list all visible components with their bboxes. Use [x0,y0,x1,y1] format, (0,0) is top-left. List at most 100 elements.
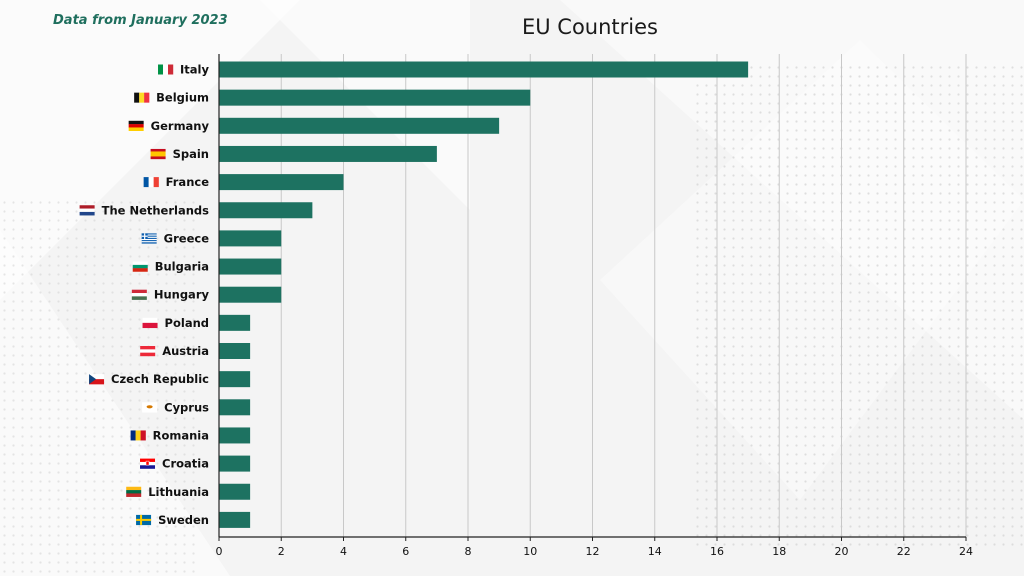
category-label: The Netherlands [102,203,210,217]
bar [219,230,282,247]
bar [219,286,282,303]
flag-stripe [128,120,144,125]
flag-stripe [140,346,156,350]
cyprus-flag-icon [142,402,158,413]
flag-stripe [131,289,147,294]
flag-stripe [79,205,95,209]
bar [219,202,313,219]
flag-stripe [142,322,158,329]
x-tick-label: 22 [897,545,911,558]
flag-stripe [89,379,105,385]
x-tick-label: 8 [465,545,472,558]
x-tick-label: 16 [710,545,724,558]
category-label: Spain [173,147,209,161]
bar [219,258,282,275]
flag-triangle [89,374,97,385]
x-tick-label: 24 [959,545,973,558]
bar [219,314,251,331]
romania-flag-icon [130,430,146,441]
category-label: Germany [151,119,210,133]
flag-stripe [141,234,157,236]
flag-stripe [126,493,142,497]
category-label: Czech Republic [111,372,209,386]
flag-emblem [146,405,153,409]
flag-stripe [131,293,147,297]
flag-stripe [141,240,157,242]
flag-stripe [128,124,144,128]
flag-stripe [141,235,157,237]
spain-flag-icon [150,148,166,160]
x-tick-label: 20 [835,545,849,558]
flag-stripe [126,486,142,491]
bulgaria-flag-icon [132,261,148,272]
flag-stripe [153,177,159,188]
france-flag-icon [143,177,159,188]
croatia-flag-icon [140,458,156,469]
flag-stripe [132,264,148,269]
flag-stripe [140,458,156,463]
category-label: Lithuania [148,485,209,499]
category-label: Poland [165,316,209,330]
germany-flag-icon [128,120,144,131]
x-tick-label: 0 [216,545,223,558]
x-tick-label: 4 [340,545,347,558]
category-label: Belgium [156,91,209,105]
flag-stripe [79,211,95,216]
flag-stripe [134,92,140,103]
lithuania-flag-icon [126,486,142,497]
bar [219,455,251,472]
flag-cross [136,518,152,521]
category-label: Cyprus [164,400,209,414]
bar [219,399,251,416]
flag-cross [141,235,148,237]
austria-flag-icon [140,346,156,357]
italy-flag-icon [158,64,174,75]
flag-stripe [131,296,147,300]
flag-stripe [141,236,157,239]
flag-emblem [145,460,150,466]
bar [219,89,531,106]
flag-stripe [140,465,156,469]
flag-stripe [143,177,149,188]
bar [219,371,251,388]
flag-stripe [128,127,144,131]
x-tick-label: 14 [648,545,662,558]
x-tick-label: 10 [523,545,537,558]
bar [219,61,749,78]
bar [219,343,251,359]
category-label: Italy [180,63,209,77]
category-label: Sweden [158,513,209,527]
flag-stripe [141,238,157,241]
flag-stripe [150,148,166,152]
flag-stripe [144,92,150,103]
category-label: France [166,175,210,189]
flag-stripe [150,156,166,160]
bar [219,511,251,528]
x-tick-label: 12 [586,545,600,558]
category-label: Greece [164,231,210,245]
category-label: Austria [162,344,209,358]
bar [219,174,344,191]
hungary-flag-icon [131,289,147,300]
flag-stripe [163,64,169,75]
x-tick-label: 18 [772,545,786,558]
flag-stripe [142,317,158,324]
flag-stripe [150,153,166,157]
sweden-flag-icon [136,514,152,526]
netherlands-flag-icon [79,205,95,216]
flag-stripe [135,430,141,441]
flag-stripe [139,92,145,103]
flag-stripe [141,242,157,244]
flag-stripe [132,268,148,272]
flag-stripe [141,237,157,240]
flag-stripe [140,430,146,441]
belgium-flag-icon [134,92,150,103]
x-tick-label: 6 [402,545,409,558]
flag-stripe [148,177,154,188]
flag-stripe [141,241,157,243]
flag-stripe [158,64,164,75]
poland-flag-icon [142,317,158,329]
flag-stripe [79,208,95,213]
